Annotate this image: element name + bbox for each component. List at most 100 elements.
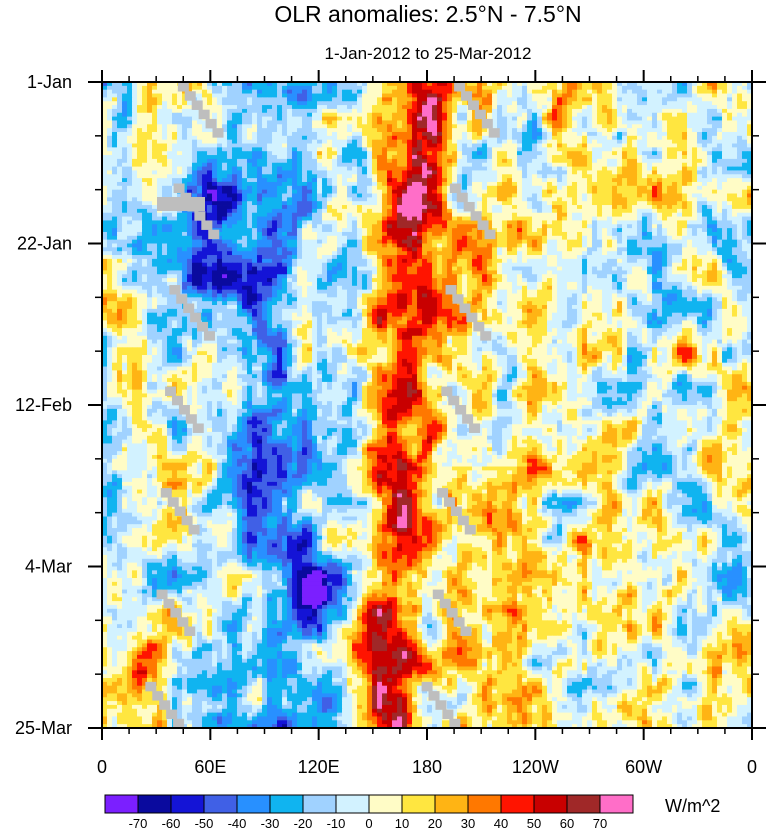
heatmap-cell (247, 94, 252, 98)
heatmap-cell (352, 128, 357, 132)
heatmap-cell (417, 124, 422, 128)
heatmap-cell (232, 90, 237, 94)
heatmap-cell (167, 113, 172, 117)
heatmap-cell (157, 97, 162, 101)
heatmap-cell (402, 128, 407, 132)
heatmap-cell (592, 101, 597, 105)
heatmap-cell (237, 101, 242, 105)
heatmap-cell (532, 90, 537, 94)
heatmap-cell (392, 117, 397, 121)
heatmap-cell (387, 124, 392, 128)
heatmap-cell (147, 109, 152, 113)
heatmap-cell (477, 86, 482, 90)
heatmap-cell (627, 90, 632, 94)
heatmap-cell (117, 109, 122, 113)
heatmap-cell (122, 128, 127, 132)
heatmap-cell (542, 109, 547, 113)
heatmap-cell (347, 90, 352, 94)
heatmap-cell (272, 90, 277, 94)
heatmap-cell (412, 105, 417, 109)
heatmap-cell (187, 105, 192, 109)
heatmap-cell (107, 120, 112, 124)
heatmap-cell (127, 94, 132, 98)
heatmap-cell (652, 94, 657, 98)
heatmap-cell (237, 120, 242, 124)
heatmap-cell (307, 101, 312, 105)
heatmap-cell (442, 113, 447, 117)
heatmap-cell (517, 124, 522, 128)
heatmap-cell (682, 124, 687, 128)
heatmap-cell (567, 117, 572, 121)
heatmap-cell (682, 105, 687, 109)
heatmap-cell (132, 120, 137, 124)
heatmap-cell (607, 128, 612, 132)
heatmap-cell (582, 90, 587, 94)
heatmap-cell (662, 120, 667, 124)
heatmap-cell (537, 124, 542, 128)
heatmap-cell (262, 120, 267, 124)
heatmap-cell (697, 128, 702, 132)
heatmap-cell (177, 97, 182, 101)
heatmap-cell (507, 90, 512, 94)
heatmap-cell (422, 105, 427, 109)
heatmap-cell (462, 124, 467, 128)
heatmap-cell (582, 120, 587, 124)
heatmap-cell (572, 124, 577, 128)
heatmap-cell (527, 124, 532, 128)
heatmap-cell (122, 101, 127, 105)
heatmap-cell (657, 109, 662, 113)
heatmap-cell (517, 86, 522, 90)
heatmap-cell (607, 101, 612, 105)
heatmap-cell (577, 90, 582, 94)
heatmap-cell (727, 113, 732, 117)
heatmap-cell (642, 128, 647, 132)
heatmap-cell (132, 124, 137, 128)
heatmap-cell (567, 120, 572, 124)
heatmap-cell (657, 113, 662, 117)
heatmap-cell (577, 109, 582, 113)
heatmap-cell (107, 105, 112, 109)
heatmap-cell (412, 94, 417, 98)
heatmap-cell (542, 94, 547, 98)
heatmap-cell (392, 97, 397, 101)
heatmap-cell (507, 109, 512, 113)
heatmap-cell (732, 94, 737, 98)
heatmap-cell (332, 124, 337, 128)
heatmap-cell (607, 109, 612, 113)
heatmap-cell (502, 113, 507, 117)
heatmap-cell (437, 120, 442, 124)
heatmap-cell (612, 113, 617, 117)
heatmap-cell (127, 109, 132, 113)
heatmap-cell (452, 101, 457, 105)
heatmap-cell (447, 86, 452, 90)
heatmap-cell (252, 101, 257, 105)
heatmap-cell (297, 128, 302, 132)
heatmap-cell (107, 117, 112, 121)
heatmap-cell (642, 94, 647, 98)
heatmap-cell (107, 101, 112, 105)
heatmap-cell (682, 113, 687, 117)
heatmap-cell (347, 120, 352, 124)
heatmap-cell (542, 117, 547, 121)
heatmap-cell (682, 86, 687, 90)
heatmap-cell (212, 94, 217, 98)
heatmap-cell (742, 97, 747, 101)
heatmap-cell (182, 113, 187, 117)
heatmap-cell (117, 90, 122, 94)
heatmap-cell (367, 124, 372, 128)
heatmap-cell (177, 124, 182, 128)
heatmap-cell (597, 124, 602, 128)
heatmap-cell (437, 97, 442, 101)
heatmap-cell (557, 113, 562, 117)
heatmap-cell (162, 109, 167, 113)
heatmap-cell (437, 90, 442, 94)
heatmap-cell (157, 113, 162, 117)
heatmap-cell (672, 90, 677, 94)
heatmap-cell (612, 117, 617, 121)
heatmap-cell (452, 109, 457, 113)
heatmap-cell (597, 97, 602, 101)
heatmap-cell (132, 101, 137, 105)
heatmap-cell (187, 101, 192, 105)
heatmap-cell (692, 113, 697, 117)
heatmap-cell (242, 128, 247, 132)
